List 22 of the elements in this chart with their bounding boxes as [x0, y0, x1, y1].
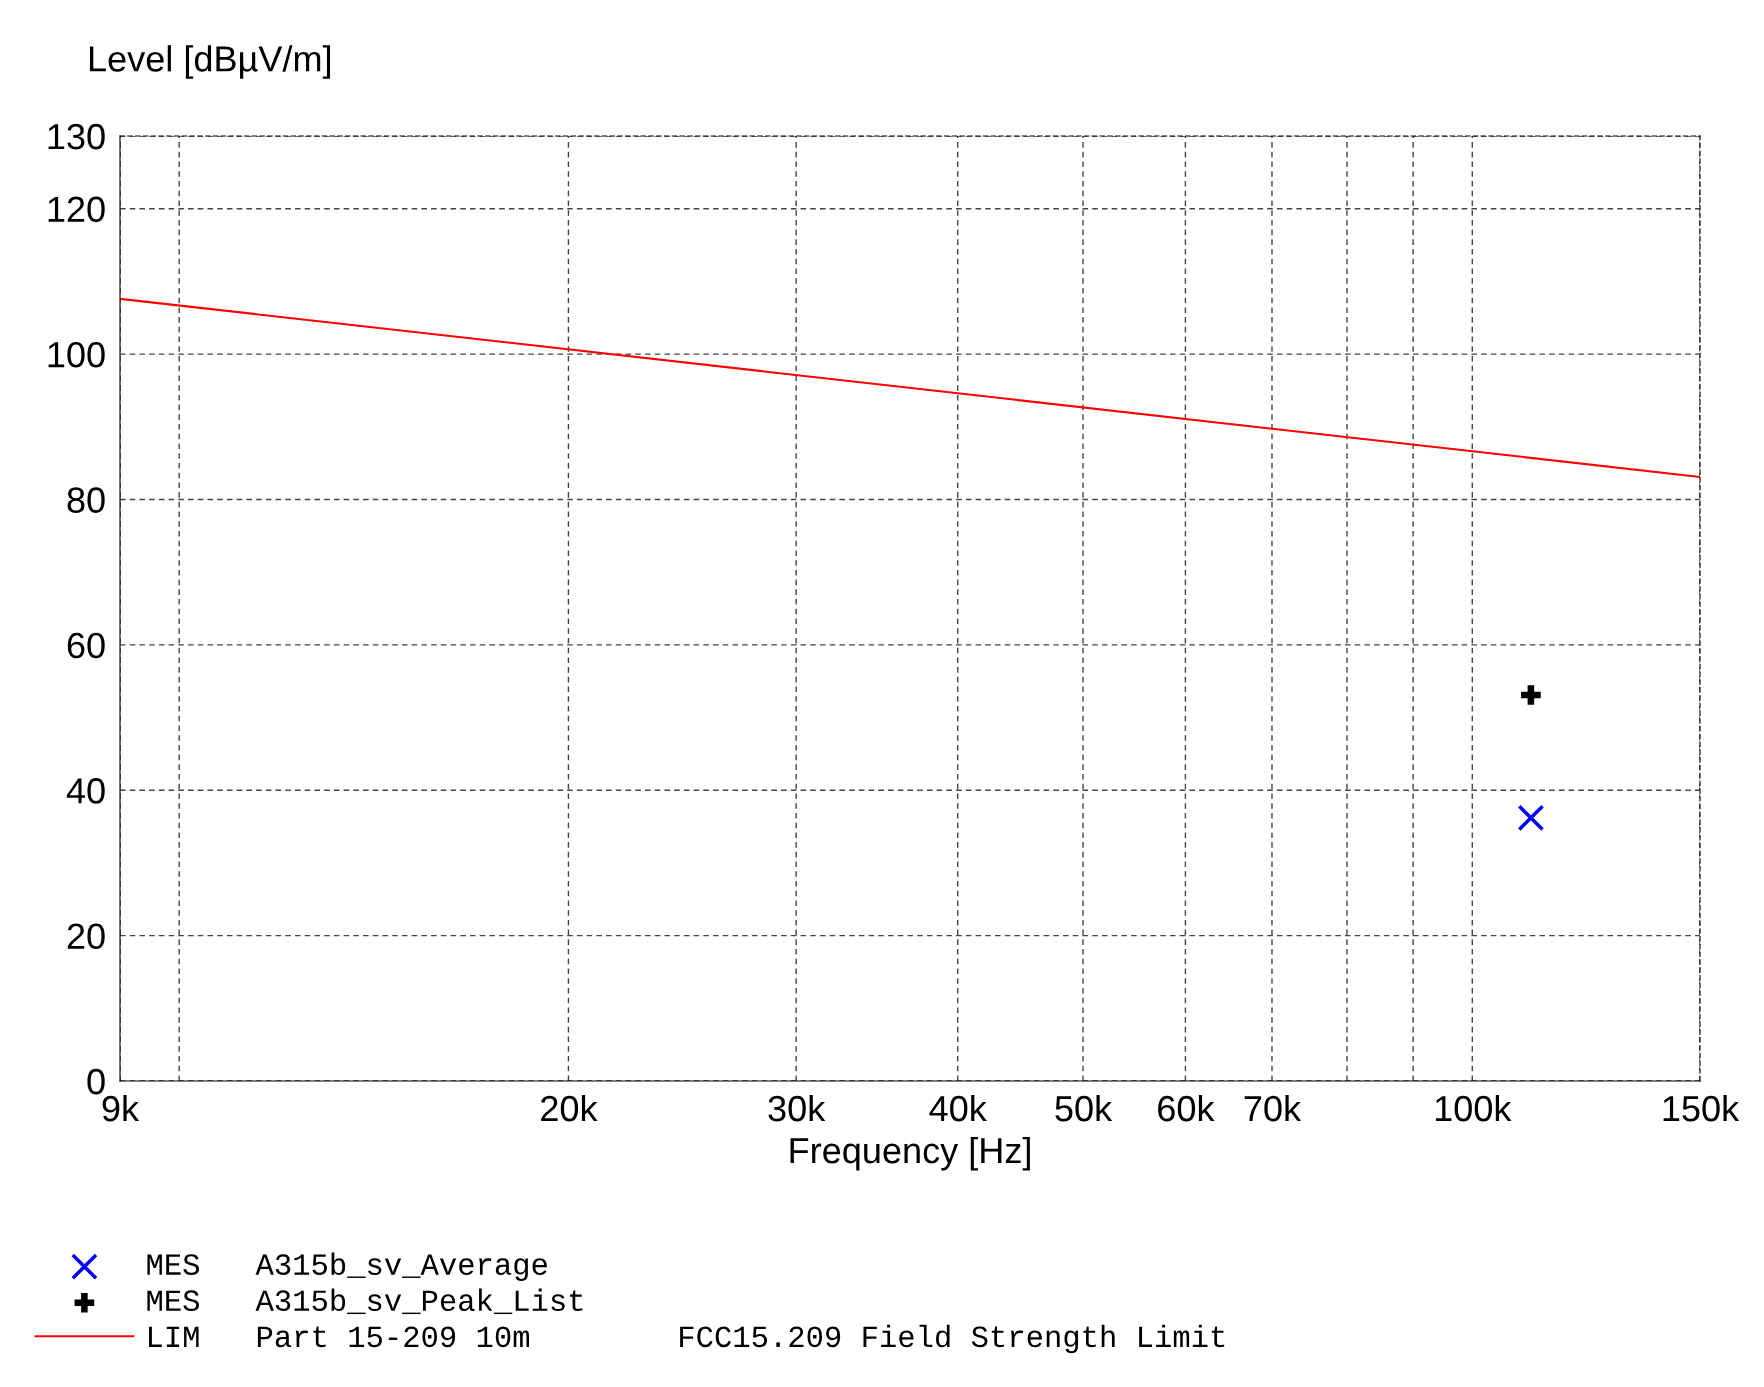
legend-label: MES A315b_sv_Average	[147, 1252, 547, 1281]
y-axis-title: Level [dBµV/m]	[89, 45, 331, 79]
y-tick-label: 60	[67, 632, 105, 659]
y-tick-label: 80	[67, 487, 105, 513]
x-axis-title: Frequency [Hz]	[790, 1136, 1030, 1171]
legend-label: MES A315b_sv_Peak_List	[147, 1288, 583, 1315]
x-tick-label: 150k	[1663, 1094, 1740, 1122]
x-tick-label: 30k	[768, 1094, 826, 1122]
x-tick-label: 50k	[1055, 1094, 1113, 1122]
y-tick-label: 130	[48, 123, 105, 150]
x-tick-label: 100k	[1435, 1094, 1512, 1122]
x-tick-label: 9k	[102, 1094, 140, 1122]
x-tick-label: 70k	[1244, 1094, 1302, 1122]
y-tick-label: 100	[48, 341, 105, 368]
x-tick-label: 60k	[1158, 1094, 1215, 1122]
y-tick-label: 120	[48, 196, 105, 223]
legend-label: LIM Part 15-209 10m FCC15.209 Field Strength Limit	[149, 1324, 1225, 1354]
y-tick-label: 40	[66, 778, 105, 804]
x-tick-label: 40k	[929, 1094, 987, 1122]
y-tick-label: 0	[87, 1068, 105, 1095]
x-tick-label: 20k	[541, 1094, 598, 1122]
y-tick-label: 20	[67, 923, 105, 950]
